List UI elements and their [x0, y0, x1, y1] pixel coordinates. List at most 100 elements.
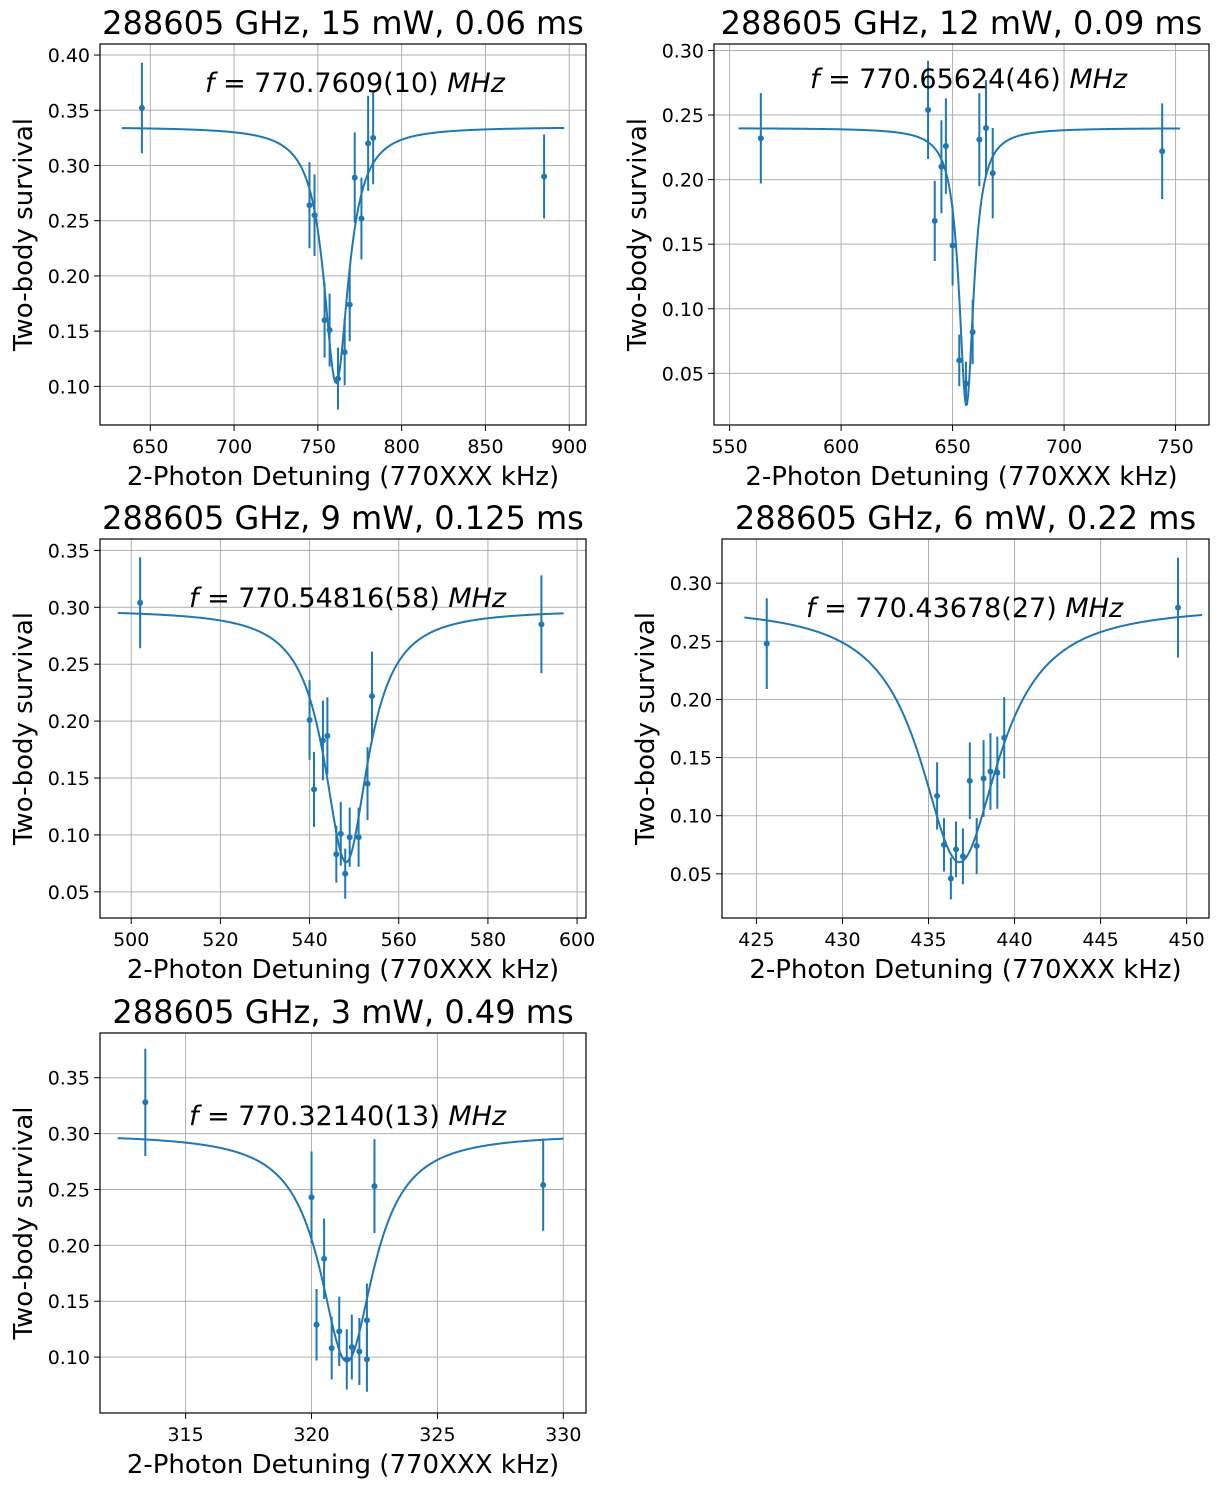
data-point: [370, 134, 377, 141]
data-point: [358, 215, 365, 222]
x-tick-label: 600: [559, 929, 595, 951]
annotation-value: = 770.54816(58): [199, 583, 449, 614]
fit-curve: [121, 126, 565, 385]
y-tick-label: 0.30: [48, 155, 90, 177]
y-tick-label: 0.30: [662, 40, 704, 62]
y-tick-label: 0.25: [48, 1179, 90, 1201]
data-point: [949, 242, 956, 249]
y-tick-label: 0.10: [670, 806, 712, 828]
y-tick-label: 0.25: [662, 105, 704, 127]
data-point: [306, 202, 313, 209]
y-tick-label: 0.20: [48, 266, 90, 288]
subplot-4: 425 430 435 440 445 450 0.05 0.10 0.15 0.20 0.25 0.…: [631, 499, 1210, 985]
x-axis-label: 2-Photon Detuning (770XXX kHz): [127, 462, 559, 492]
x-tick-label: 435: [910, 929, 946, 951]
x-tick-label: 445: [1082, 929, 1118, 951]
x-tick-label: 850: [467, 436, 503, 458]
data-point: [306, 716, 313, 723]
x-tick-label: 520: [202, 929, 238, 951]
x-tick-label: 315: [167, 1424, 203, 1446]
subplot-1: 650 700 750 800 850 900 0.10 0.15 0.20 0.25 0.30 0.…: [9, 4, 587, 492]
data-point: [346, 301, 353, 308]
subplot-3: 500 520 540 560 580 600 0.05 0.10 0.15 0.20 0.25 0.…: [9, 499, 595, 985]
x-tick-label: 500: [113, 929, 149, 951]
x-tick-label: 650: [934, 436, 970, 458]
annotation-value: = 770.7609(10): [215, 68, 448, 99]
data-point: [538, 621, 545, 628]
data-point: [989, 170, 996, 177]
x-axis-label: 2-Photon Detuning (770XXX kHz): [127, 955, 559, 985]
chart-title: 288605 GHz, 15 mW, 0.06 ms: [102, 4, 584, 42]
data-point: [363, 1356, 370, 1363]
y-tick-label: 0.15: [670, 748, 712, 770]
data-point: [311, 212, 318, 219]
data-point: [540, 1182, 547, 1188]
data-point: [365, 140, 372, 147]
y-tick-label: 0.15: [48, 321, 90, 343]
y-tick-label: 0.10: [48, 1347, 90, 1369]
x-tick-label: 750: [300, 436, 336, 458]
annotation-unit: MHz: [448, 583, 507, 614]
x-tick-label: 560: [381, 929, 417, 951]
y-tick-label: 0.30: [48, 597, 90, 619]
x-tick-label: 580: [470, 929, 506, 951]
data-point: [976, 136, 983, 143]
x-tick-label: 650: [132, 436, 168, 458]
x-tick-label: 430: [824, 929, 860, 951]
data-point: [983, 124, 990, 131]
x-tick-label: 600: [823, 436, 859, 458]
data-point: [324, 732, 331, 739]
x-tick-label: 700: [1046, 436, 1082, 458]
annotation-unit: MHz: [1069, 64, 1128, 95]
data-point: [966, 777, 973, 784]
x-tick-label: 700: [216, 436, 252, 458]
y-tick-label: 0.40: [48, 45, 90, 67]
x-tick-label: 320: [293, 1424, 329, 1446]
annotation-value: = 770.32140(13): [199, 1101, 449, 1132]
data-point: [342, 870, 349, 877]
y-tick-label: 0.20: [48, 1235, 90, 1257]
data-point: [348, 1344, 355, 1351]
y-tick-label: 0.15: [48, 1291, 90, 1313]
data-point: [308, 1194, 315, 1201]
x-tick-label: 550: [711, 436, 747, 458]
data-point: [355, 834, 362, 841]
data-point: [959, 853, 966, 860]
fit-curve: [117, 1137, 564, 1363]
annotation-value: = 770.43678(27): [816, 593, 1066, 624]
chart-title: 288605 GHz, 12 mW, 0.09 ms: [721, 4, 1203, 42]
x-axis-label: 2-Photon Detuning (770XXX kHz): [745, 462, 1177, 492]
data-point: [336, 1328, 343, 1335]
chart-title: 288605 GHz, 6 mW, 0.22 ms: [735, 499, 1196, 537]
axes-frame: [99, 538, 587, 919]
x-tick-label: 330: [545, 1424, 581, 1446]
data-point: [364, 780, 371, 787]
data-point: [321, 1255, 328, 1262]
y-tick-label: 0.10: [48, 376, 90, 398]
y-tick-label: 0.25: [48, 654, 90, 676]
data-point: [319, 737, 326, 744]
y-tick-label: 0.05: [662, 363, 704, 385]
y-tick-label: 0.05: [670, 864, 712, 886]
data-point: [371, 1183, 378, 1190]
data-point: [1175, 604, 1182, 611]
y-tick-label: 0.25: [670, 631, 712, 653]
data-point: [942, 143, 949, 150]
y-axis-label: Two-body survival: [9, 612, 39, 846]
data-point: [763, 640, 770, 647]
y-axis-label: Two-body survival: [623, 118, 653, 352]
x-tick-label: 900: [551, 436, 587, 458]
fit-frequency-annotation: f = 770.32140(13) MHz: [189, 1101, 507, 1132]
annotation-value: = 770.65624(46): [820, 64, 1070, 95]
fit-frequency-annotation: f = 770.43678(27) MHz: [806, 593, 1124, 624]
data-point: [1159, 148, 1166, 155]
y-axis-label: Two-body survival: [9, 1106, 39, 1340]
y-tick-label: 0.10: [662, 299, 704, 321]
data-point: [962, 380, 969, 387]
data-point: [541, 173, 548, 180]
x-tick-label: 750: [1157, 436, 1193, 458]
y-tick-label: 0.15: [48, 768, 90, 790]
data-point: [969, 329, 976, 336]
y-tick-label: 0.10: [48, 825, 90, 847]
y-tick-label: 0.05: [48, 882, 90, 904]
